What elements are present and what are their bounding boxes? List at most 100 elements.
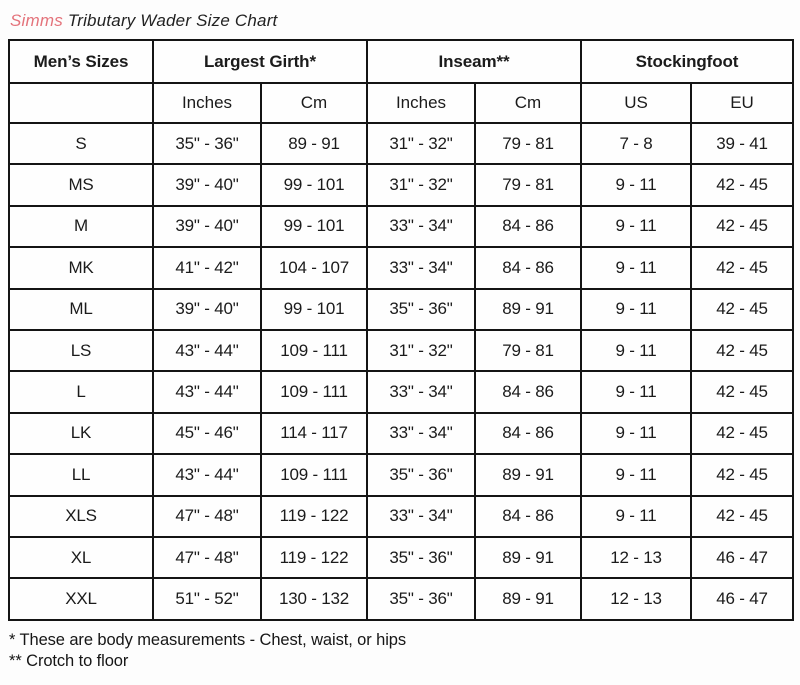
value-cell: 84 - 86 — [474, 246, 582, 290]
subheader-6-eu: EU — [690, 82, 794, 124]
value-cell: 46 - 47 — [690, 577, 794, 621]
value-cell: 9 - 11 — [580, 163, 692, 207]
footnote-girth: * These are body measurements - Chest, w… — [9, 630, 406, 649]
value-cell: 9 - 11 — [580, 411, 692, 456]
value-cell: 39 - 41 — [690, 121, 794, 166]
subheader-5-us: US — [580, 82, 692, 124]
page-title: Simms Tributary Wader Size Chart — [0, 0, 800, 39]
value-cell: 42 - 45 — [690, 246, 794, 290]
value-cell: 9 - 11 — [580, 370, 692, 414]
column-group-2: Inseam** — [366, 39, 582, 84]
value-cell: 119 - 122 — [260, 494, 368, 538]
column-group-3: Stockingfoot — [580, 39, 794, 84]
value-cell: 109 - 111 — [260, 453, 368, 497]
size-cell: L — [8, 370, 154, 414]
value-cell: 12 - 13 — [580, 577, 692, 621]
value-cell: 42 - 45 — [690, 163, 794, 207]
size-cell: MS — [8, 163, 154, 207]
value-cell: 33" - 34" — [366, 204, 476, 249]
size-cell: MK — [8, 246, 154, 290]
subheader-3-inches: Inches — [366, 82, 476, 124]
value-cell: 31" - 32" — [366, 328, 476, 373]
value-cell: 47" - 48" — [152, 494, 262, 538]
value-cell: 31" - 32" — [366, 163, 476, 207]
value-cell: 99 - 101 — [260, 163, 368, 207]
value-cell: 39" - 40" — [152, 204, 262, 249]
value-cell: 31" - 32" — [366, 121, 476, 166]
value-cell: 33" - 34" — [366, 494, 476, 538]
value-cell: 9 - 11 — [580, 287, 692, 331]
value-cell: 89 - 91 — [474, 453, 582, 497]
value-cell: 9 - 11 — [580, 328, 692, 373]
value-cell: 41" - 42" — [152, 246, 262, 290]
value-cell: 9 - 11 — [580, 494, 692, 538]
table-row: ML 39" - 40" 99 - 101 35" - 36" 89 - 91 9 - 1… — [8, 287, 794, 331]
value-cell: 84 - 86 — [474, 494, 582, 538]
value-cell: 35" - 36" — [366, 287, 476, 331]
size-cell: M — [8, 204, 154, 249]
column-group-0: Men’s Sizes — [8, 39, 154, 84]
value-cell: 84 - 86 — [474, 411, 582, 456]
brand-name: Simms — [10, 11, 63, 30]
table-row: S 35" - 36" 89 - 91 31" - 32" 79 - 81 7 - 8 39… — [8, 121, 794, 166]
value-cell: 104 - 107 — [260, 246, 368, 290]
value-cell: 79 - 81 — [474, 121, 582, 166]
header-group-row: Men’s Sizes Largest Girth* Inseam** Stockin… — [8, 39, 794, 84]
value-cell: 89 - 91 — [260, 121, 368, 166]
value-cell: 43" - 44" — [152, 370, 262, 414]
size-cell: LL — [8, 453, 154, 497]
value-cell: 42 - 45 — [690, 453, 794, 497]
value-cell: 7 - 8 — [580, 121, 692, 166]
value-cell: 79 - 81 — [474, 163, 582, 207]
value-cell: 35" - 36" — [366, 535, 476, 580]
table-row: XLS 47" - 48" 119 - 122 33" - 34" 84 - 86 9 -… — [8, 494, 794, 538]
value-cell: 84 - 86 — [474, 370, 582, 414]
value-cell: 89 - 91 — [474, 577, 582, 621]
size-cell: LS — [8, 328, 154, 373]
footnotes: * These are body measurements - Chest, w… — [9, 630, 800, 673]
table-row: M 39" - 40" 99 - 101 33" - 34" 84 - 86 9 - 11… — [8, 204, 794, 249]
table-body: S 35" - 36" 89 - 91 31" - 32" 79 - 81 7 - 8 39… — [8, 121, 794, 621]
value-cell: 109 - 111 — [260, 328, 368, 373]
value-cell: 42 - 45 — [690, 370, 794, 414]
value-cell: 89 - 91 — [474, 535, 582, 580]
footnote-inseam: ** Crotch to floor — [9, 652, 129, 671]
value-cell: 33" - 34" — [366, 411, 476, 456]
value-cell: 35" - 36" — [366, 453, 476, 497]
value-cell: 45" - 46" — [152, 411, 262, 456]
subheader-row: Inches Cm Inches Cm US EU — [8, 82, 794, 124]
value-cell: 33" - 34" — [366, 246, 476, 290]
value-cell: 42 - 45 — [690, 411, 794, 456]
size-cell: XXL — [8, 577, 154, 621]
value-cell: 9 - 11 — [580, 453, 692, 497]
value-cell: 9 - 11 — [580, 204, 692, 249]
value-cell: 39" - 40" — [152, 163, 262, 207]
value-cell: 42 - 45 — [690, 204, 794, 249]
value-cell: 109 - 111 — [260, 370, 368, 414]
value-cell: 114 - 117 — [260, 411, 368, 456]
title-text: Tributary Wader Size Chart — [67, 11, 278, 30]
value-cell: 99 - 101 — [260, 287, 368, 331]
value-cell: 51" - 52" — [152, 577, 262, 621]
table-row: XXL 51" - 52" 130 - 132 35" - 36" 89 - 91 12 … — [8, 577, 794, 621]
table-row: LS 43" - 44" 109 - 111 31" - 32" 79 - 81 9 - … — [8, 328, 794, 373]
column-group-1: Largest Girth* — [152, 39, 368, 84]
table-row: LL 43" - 44" 109 - 111 35" - 36" 89 - 91 9 - … — [8, 453, 794, 497]
value-cell: 99 - 101 — [260, 204, 368, 249]
table-row: XL 47" - 48" 119 - 122 35" - 36" 89 - 91 12 -… — [8, 535, 794, 580]
size-cell: LK — [8, 411, 154, 456]
size-cell: XL — [8, 535, 154, 580]
table-row: LK 45" - 46" 114 - 117 33" - 34" 84 - 86 9 - … — [8, 411, 794, 456]
subheader-2-cm: Cm — [260, 82, 368, 124]
value-cell: 47" - 48" — [152, 535, 262, 580]
subheader-empty — [8, 82, 154, 124]
size-cell: S — [8, 121, 154, 166]
value-cell: 9 - 11 — [580, 246, 692, 290]
value-cell: 89 - 91 — [474, 287, 582, 331]
subheader-4-cm: Cm — [474, 82, 582, 124]
value-cell: 84 - 86 — [474, 204, 582, 249]
table-row: L 43" - 44" 109 - 111 33" - 34" 84 - 86 9 - 1… — [8, 370, 794, 414]
value-cell: 79 - 81 — [474, 328, 582, 373]
value-cell: 12 - 13 — [580, 535, 692, 580]
